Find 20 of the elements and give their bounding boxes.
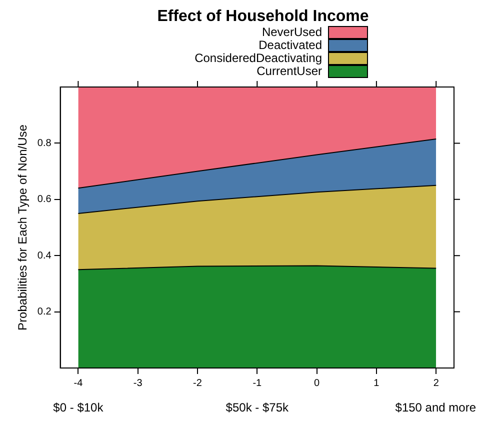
x-tick-label: -4: [74, 378, 84, 389]
x-tick-label: -1: [252, 378, 262, 389]
y-tick-label: 0.2: [37, 306, 52, 318]
x-tick-label: 1: [374, 378, 380, 389]
x-tick-label: -3: [133, 378, 143, 389]
x-tick-label: 0: [314, 378, 320, 389]
text: $0 - $10k: [53, 400, 104, 414]
legend-label: CurrentUser: [256, 64, 323, 78]
text: $150 and more: [395, 400, 476, 414]
legend-label: ConsideredDeactivating: [194, 51, 323, 65]
legend-label: NeverUsed: [260, 25, 323, 39]
y-tick-label: 0.4: [37, 250, 52, 262]
y-axis-title: Probabilities for Each Type of Non/Use: [16, 124, 30, 330]
text: $50k - $75k: [226, 400, 290, 414]
legend-label: Deactivated: [258, 38, 323, 52]
y-tick-label: 0.8: [37, 138, 52, 149]
y-tick-label: 0.6: [37, 194, 52, 206]
x-tick-label: 2: [433, 378, 440, 389]
chart-title: Effect of Household Income: [156, 8, 370, 26]
x-tick-label: -2: [193, 378, 202, 389]
